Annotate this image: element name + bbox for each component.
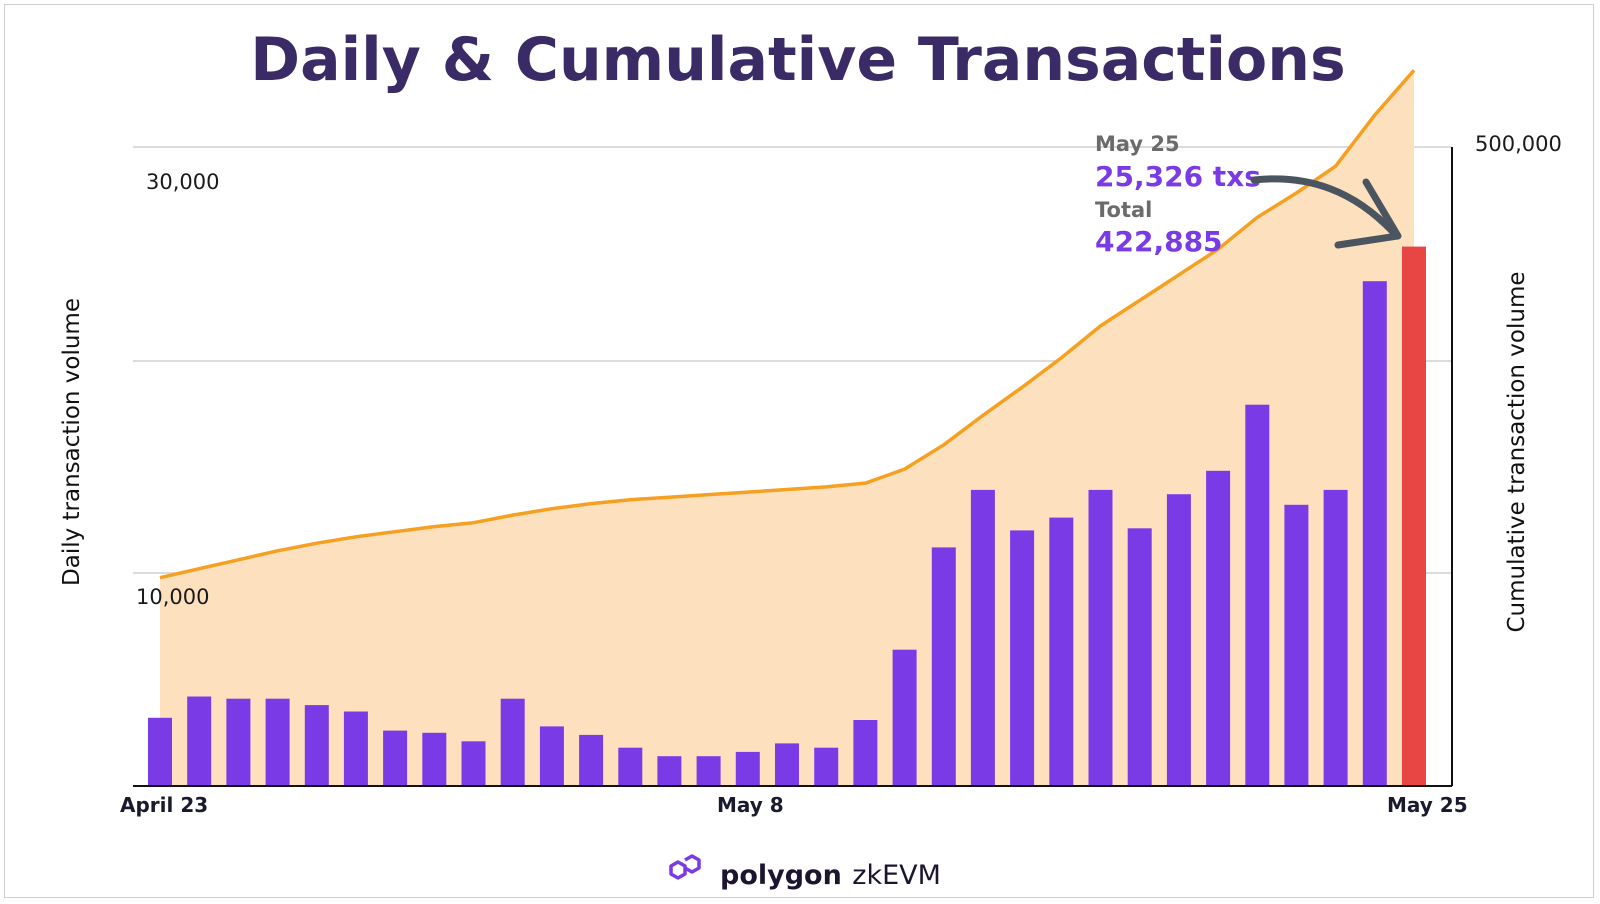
annotation-total-label: Total	[1095, 198, 1152, 222]
polygon-logo-icon	[669, 854, 701, 880]
annotation-arrow-icon	[1250, 175, 1397, 236]
annotation-daily-value: 25,326 txs	[1095, 160, 1261, 193]
daily-bar	[539, 726, 564, 786]
brand-name: polygon	[720, 860, 842, 891]
chart-frame	[4, 4, 1594, 898]
daily-bar	[1166, 494, 1191, 786]
right-tick-500000: 500,000	[1475, 132, 1562, 156]
daily-bar	[187, 696, 212, 786]
brand-wordmark: polygon zkEVM	[720, 860, 941, 891]
daily-bar	[1206, 470, 1231, 786]
left-tick-30000: 30,000	[146, 170, 219, 194]
daily-bar-highlight	[1402, 246, 1426, 787]
daily-bar	[579, 734, 604, 786]
daily-bar	[931, 547, 956, 786]
daily-bar	[814, 747, 839, 786]
daily-bar	[696, 756, 721, 786]
right-axis-title: Cumulative transaction volume	[1504, 271, 1530, 632]
daily-bar	[148, 717, 172, 786]
annotation-arrowhead-icon	[1334, 178, 1402, 249]
chart-title: Daily & Cumulative Transactions	[250, 25, 1345, 95]
x-tick-may-25: May 25	[1387, 793, 1468, 817]
daily-bar	[1362, 281, 1387, 786]
brand-product: zkEVM	[852, 860, 941, 891]
daily-bar	[1127, 528, 1152, 786]
cumulative-line-layer	[159, 69, 1416, 580]
daily-bar	[1245, 404, 1270, 786]
daily-bar	[618, 747, 643, 786]
x-tick-april-23: April 23	[120, 793, 208, 817]
daily-bar	[1284, 504, 1309, 786]
daily-bar	[1323, 489, 1348, 786]
daily-bar	[735, 751, 760, 786]
daily-bar	[775, 743, 799, 786]
daily-bar	[892, 649, 917, 786]
daily-bar	[265, 698, 290, 786]
daily-bar	[1049, 517, 1074, 786]
daily-bar	[657, 756, 682, 786]
daily-bar	[461, 741, 486, 786]
daily-bar	[422, 732, 447, 787]
cumulative-line	[159, 69, 1416, 580]
bar-layer	[148, 246, 1426, 787]
left-tick-10000: 10,000	[136, 585, 209, 609]
daily-bar	[343, 711, 368, 786]
daily-bar	[1010, 530, 1035, 786]
daily-bar	[304, 705, 329, 786]
annotation-date: May 25	[1095, 132, 1180, 156]
daily-bar	[226, 698, 251, 786]
x-tick-may-8: May 8	[717, 793, 784, 817]
daily-bar	[500, 698, 525, 786]
left-axis-title: Daily transaction volume	[59, 298, 85, 586]
annotation-total-value: 422,885	[1095, 225, 1223, 258]
daily-bar	[383, 730, 408, 786]
daily-bar	[853, 720, 878, 786]
daily-bar	[970, 489, 995, 786]
daily-bar	[1088, 489, 1113, 786]
